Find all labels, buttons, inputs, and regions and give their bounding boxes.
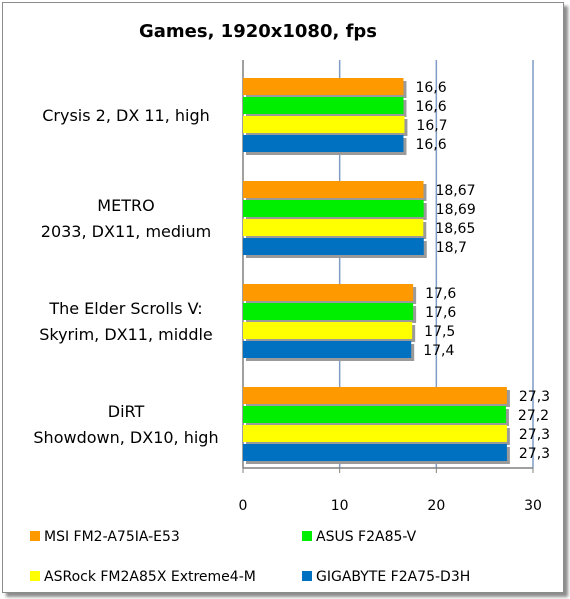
bar-1-0 (243, 181, 424, 198)
legend-swatch-3 (302, 571, 312, 581)
category-label-3-0: DiRT (108, 402, 145, 421)
category-label-2-0: The Elder Scrolls V: (48, 299, 202, 318)
x-axis-ticks: 0 10 20 30 (239, 498, 542, 514)
data-label-1-1: 18,69 (436, 202, 476, 218)
bar-0-3 (243, 135, 404, 152)
bar-2-0 (243, 284, 414, 301)
bar-3-1 (243, 406, 506, 423)
category-label-3-1: Showdown, DX10, high (33, 428, 218, 447)
data-label-1-3: 18,7 (436, 240, 467, 256)
category-labels: Crysis 2, DX 11, high METRO 2033, DX11, me… (33, 106, 218, 447)
tick-label-0: 0 (239, 498, 248, 514)
data-label-0-2: 16,7 (416, 118, 447, 134)
bar-0-0 (243, 78, 404, 95)
data-label-0-3: 16,6 (415, 137, 446, 153)
tick-label-1: 10 (331, 498, 349, 514)
data-label-2-3: 17,4 (423, 343, 454, 359)
data-label-2-1: 17,6 (425, 305, 456, 321)
data-label-2-0: 17,6 (425, 286, 456, 302)
bars: 16,6 16,6 16,7 16,6 18,67 18,69 18,65 18,7 17,6 1… (243, 78, 550, 464)
bar-2-3 (243, 341, 412, 358)
category-label-1-1: 2033, DX11, medium (41, 222, 211, 241)
bar-1-1 (243, 200, 424, 217)
legend-label-0: MSI FM2-A75IA-E53 (44, 529, 180, 545)
bar-0-1 (243, 97, 404, 114)
bar-2-2 (243, 322, 413, 339)
legend-swatch-1 (302, 531, 312, 541)
data-label-1-2: 18,65 (435, 221, 475, 237)
legend-swatch-0 (30, 531, 40, 541)
bar-3-0 (243, 387, 507, 404)
data-label-3-1: 27,2 (518, 408, 549, 424)
bar-1-2 (243, 219, 424, 236)
tick-label-2: 20 (427, 498, 445, 514)
data-label-3-0: 27,3 (519, 389, 550, 405)
data-label-0-0: 16,6 (415, 80, 446, 96)
data-label-1-0: 18,67 (435, 183, 475, 199)
legend-swatch-2 (30, 571, 40, 581)
bar-0-2 (243, 116, 405, 133)
legend: MSI FM2-A75IA-E53 ASUS F2A85-V ASRock FM2A… (30, 529, 470, 585)
bar-3-3 (243, 444, 507, 461)
data-label-3-3: 27,3 (519, 446, 550, 462)
data-label-0-1: 16,6 (415, 99, 446, 115)
data-label-2-2: 17,5 (424, 324, 455, 340)
category-label-1-0: METRO (97, 196, 154, 215)
tick-label-3: 30 (524, 498, 542, 514)
bar-2-1 (243, 303, 414, 320)
legend-label-2: ASRock FM2A85X Extreme4-M (44, 569, 256, 585)
category-label-0-0: Crysis 2, DX 11, high (42, 106, 210, 125)
legend-label-1: ASUS F2A85-V (316, 529, 417, 545)
bar-1-3 (243, 238, 424, 255)
legend-label-3: GIGABYTE F2A75-D3H (316, 569, 470, 585)
data-label-3-2: 27,3 (519, 427, 550, 443)
category-label-2-1: Skyrim, DX11, middle (39, 325, 213, 344)
chart-title: Games, 1920x1080, fps (139, 21, 377, 42)
bar-3-2 (243, 425, 507, 442)
